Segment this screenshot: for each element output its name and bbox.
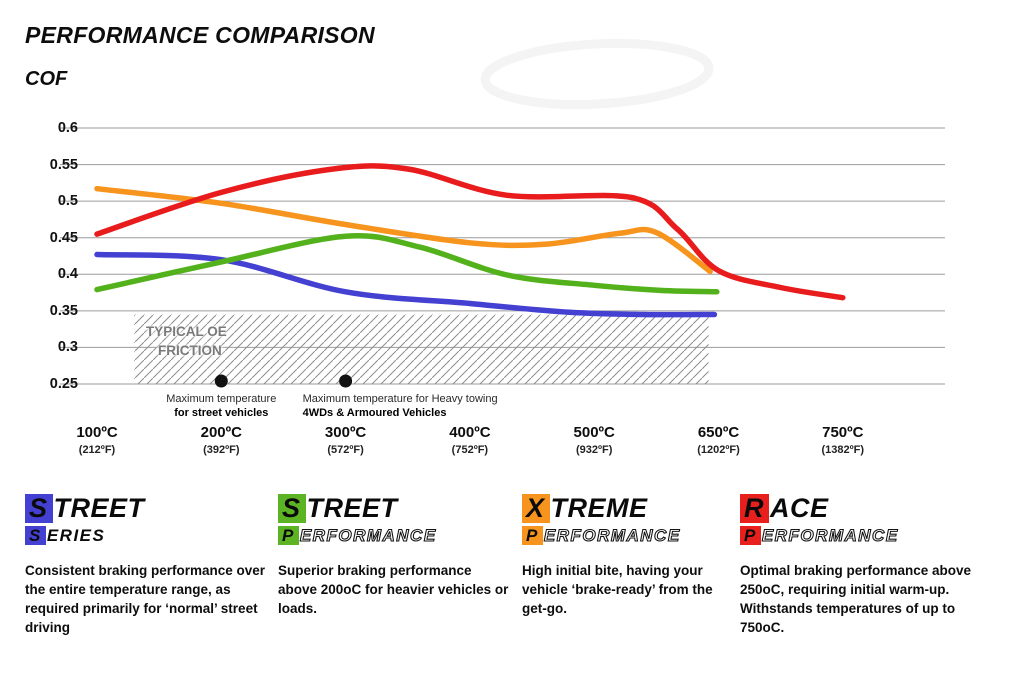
max-temp-marker-2: [339, 374, 353, 388]
oe-friction-band-label: TYPICAL OE FRICTION: [146, 323, 227, 361]
series-line-xtreme-performance: [94, 185, 713, 275]
legend-item-race-performance: R ACE P ERFORMANCE Optimal braking performan…: [740, 494, 988, 638]
x-tick-celsius: 650ºC: [697, 424, 740, 441]
legend-description: Optimal braking performance above 250oC,…: [740, 563, 972, 636]
logo-line1-rest: TREME: [550, 493, 648, 523]
oe-label-line2: FRICTION: [158, 342, 222, 358]
max-temp-marker-1: [214, 374, 228, 388]
logo-line1: S TREET: [278, 494, 510, 523]
x-tick-label: 500ºC (932ºF): [539, 424, 649, 456]
y-tick-label: 0.3: [57, 339, 78, 356]
logo-line2-initial: S: [25, 526, 46, 545]
x-tick-celsius: 400ºC: [449, 424, 491, 441]
logo-line2-initial: P: [740, 526, 761, 545]
y-tick-label: 0.4: [57, 266, 78, 283]
annotation-line2: 4WDs & Armoured Vehicles: [302, 406, 447, 419]
logo-line1-rest: ACE: [770, 493, 829, 523]
x-tick-fahrenheit: (572ºF): [327, 444, 364, 456]
max-temp-annotation-1: Maximum temperature for street vehicles: [166, 393, 276, 421]
x-tick-label: 650ºC (1202ºF): [664, 424, 774, 456]
series-line-race-performance: [94, 163, 846, 301]
logo-line1-initial: S: [278, 494, 306, 523]
xtreme-performance-logo: X TREME P ERFORMANCE: [522, 494, 730, 545]
y-tick-label: 0.6: [57, 120, 78, 136]
x-tick-fahrenheit: (1382ºF): [821, 444, 865, 456]
legend-item-street-series: S TREET S ERIES Consistent braking performan…: [25, 494, 267, 638]
annotation-line1: Maximum temperature for Heavy towing: [302, 393, 498, 405]
x-tick-label: 100ºC (212ºF): [42, 424, 152, 456]
logo-line2: P ERFORMANCE: [278, 526, 510, 545]
y-tick-label: 0.25: [49, 376, 78, 392]
x-tick-celsius: 500ºC: [573, 424, 615, 441]
x-tick-celsius: 100ºC: [76, 424, 118, 441]
x-tick-celsius: 750ºC: [822, 424, 864, 441]
legend-description: High initial bite, having your vehicle ‘…: [522, 563, 713, 617]
legend-item-xtreme-performance: X TREME P ERFORMANCE High initial bite, havi…: [522, 494, 730, 618]
legend-description: Consistent braking performance over the …: [25, 563, 266, 636]
x-tick-label: 750ºC (1382ºF): [788, 424, 898, 456]
logo-line1-initial: R: [740, 494, 769, 523]
y-tick-label: 0.45: [49, 229, 78, 246]
logo-line1-initial: X: [522, 494, 550, 523]
logo-line2: S ERIES: [25, 526, 267, 545]
series-line-street-performance: [94, 233, 720, 295]
logo-line1: X TREME: [522, 494, 730, 523]
logo-line1-initial: S: [25, 494, 53, 523]
x-tick-celsius: 200ºC: [200, 424, 242, 441]
y-axis-title: COF: [25, 68, 68, 90]
legend-item-street-performance: S TREET P ERFORMANCE Superior braking perfor…: [278, 494, 510, 618]
x-tick-label: 300ºC (572ºF): [291, 424, 401, 456]
x-tick-fahrenheit: (1202ºF): [697, 444, 740, 456]
street-series-logo: S TREET S ERIES: [25, 494, 267, 545]
oe-friction-band: [134, 314, 709, 384]
x-tick-celsius: 300ºC: [324, 424, 367, 441]
logo-line1-rest: TREET: [306, 493, 398, 523]
max-temp-annotation-2: Maximum temperature for Heavy towing 4WDs…: [303, 393, 498, 421]
logo-line2-rest: ERFORMANCE: [299, 526, 437, 545]
x-tick-label: 200ºC (392ºF): [166, 424, 276, 456]
race-performance-logo: R ACE P ERFORMANCE: [740, 494, 988, 545]
series-line-street-series: [94, 251, 718, 318]
logo-line2-rest: ERFORMANCE: [543, 526, 681, 545]
logo-line2-rest: ERIES: [46, 526, 106, 545]
street-performance-logo: S TREET P ERFORMANCE: [278, 494, 510, 545]
annotation-line2: for street vehicles: [174, 406, 269, 419]
y-tick-label: 0.35: [49, 302, 78, 319]
watermark-swoosh: [480, 38, 714, 110]
x-tick-fahrenheit: (752ºF): [451, 444, 489, 456]
x-tick-fahrenheit: (932ºF): [575, 444, 613, 456]
x-tick-fahrenheit: (392ºF): [203, 444, 240, 456]
y-tick-label: 0.55: [49, 156, 78, 173]
logo-line2-initial: P: [522, 526, 543, 545]
logo-line2-initial: P: [278, 526, 299, 545]
logo-line1: R ACE: [740, 494, 988, 523]
annotation-line1: Maximum temperature: [166, 393, 277, 405]
page-title: PERFORMANCE COMPARISON: [25, 22, 375, 48]
logo-line2: P ERFORMANCE: [740, 526, 988, 545]
oe-label-line1: TYPICAL OE: [146, 324, 227, 339]
logo-line1: S TREET: [25, 494, 267, 523]
x-tick-fahrenheit: (212ºF): [78, 444, 116, 456]
logo-line2: P ERFORMANCE: [522, 526, 730, 545]
y-tick-label: 0.5: [57, 193, 78, 210]
legend-description: Superior braking performance above 200oC…: [278, 563, 509, 617]
x-tick-label: 400ºC (752ºF): [415, 424, 525, 456]
logo-line1-rest: TREET: [53, 493, 145, 523]
logo-line2-rest: ERFORMANCE: [761, 526, 899, 545]
